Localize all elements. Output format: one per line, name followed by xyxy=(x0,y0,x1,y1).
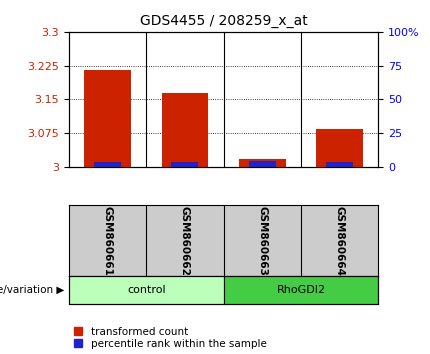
FancyBboxPatch shape xyxy=(69,276,224,304)
Text: genotype/variation ▶: genotype/variation ▶ xyxy=(0,285,64,295)
Legend: transformed count, percentile rank within the sample: transformed count, percentile rank withi… xyxy=(74,327,267,349)
Bar xyxy=(94,162,121,167)
Title: GDS4455 / 208259_x_at: GDS4455 / 208259_x_at xyxy=(140,14,307,28)
Text: GSM860663: GSM860663 xyxy=(257,206,267,276)
Text: control: control xyxy=(127,285,166,295)
Text: RhoGDI2: RhoGDI2 xyxy=(276,285,326,295)
Bar xyxy=(326,162,353,167)
Text: GSM860664: GSM860664 xyxy=(335,206,345,276)
Bar xyxy=(84,70,131,167)
Text: GSM860662: GSM860662 xyxy=(180,206,190,276)
Bar xyxy=(171,162,198,167)
Bar xyxy=(316,129,363,167)
Bar xyxy=(249,161,276,167)
FancyBboxPatch shape xyxy=(224,276,378,304)
Bar xyxy=(162,93,208,167)
Text: GSM860661: GSM860661 xyxy=(102,206,113,276)
Bar xyxy=(239,159,286,167)
